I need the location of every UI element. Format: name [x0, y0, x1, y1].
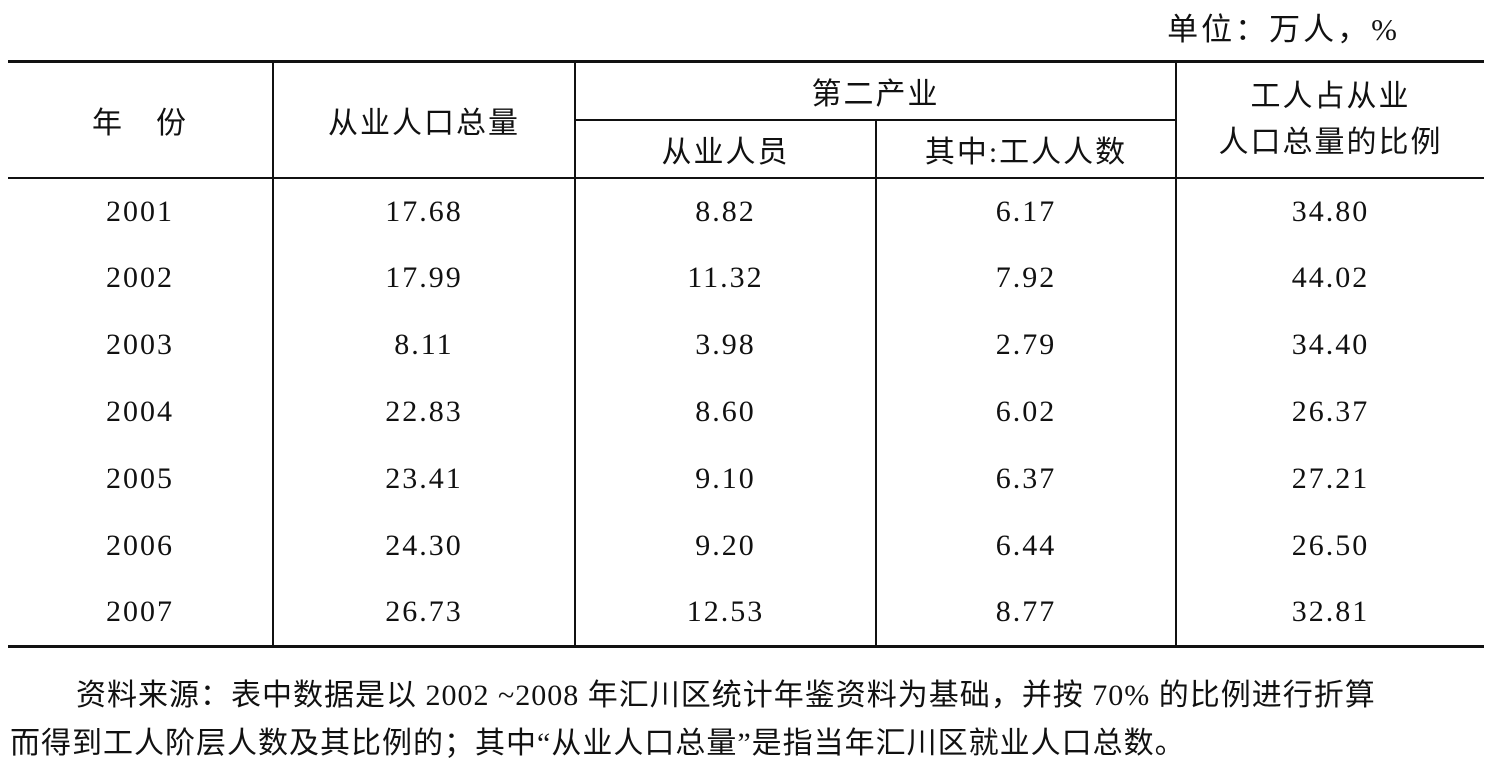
year-cell: 2002	[106, 261, 174, 294]
value-cell: 17.68	[272, 177, 575, 245]
table-row: 2006 24.30 9.20 6.44 26.50	[8, 512, 1484, 580]
value-cell: 34.40	[1175, 311, 1484, 379]
year-cell: 2005	[106, 462, 174, 495]
value-cell: 6.37	[875, 445, 1176, 513]
table-body: 2001 17.68 8.82 6.17 34.80 2002 17.99 11.32 7.92…	[8, 177, 1484, 647]
header-line: 人口总量的比例	[1218, 125, 1443, 159]
value-cell: 2.79	[875, 311, 1176, 379]
value-cell: 8.77	[875, 579, 1176, 647]
value-cell: 12.53	[574, 579, 876, 647]
value-cell: 9.20	[574, 512, 876, 580]
year-cell: 2001	[106, 194, 174, 228]
value-cell: 8.60	[574, 378, 876, 446]
header-cell: 工人占从业 人口总量的比例	[1175, 61, 1484, 179]
table-row: 2003 8.11 3.98 2.79 34.40	[8, 311, 1484, 379]
value-cell: 7.92	[875, 244, 1176, 312]
value-cell: 24.30	[272, 512, 575, 580]
year-cell: 2004	[106, 395, 174, 428]
table-row: 2001 17.68 8.82 6.17 34.80	[8, 177, 1484, 245]
value-cell: 26.73	[272, 579, 575, 647]
value-cell: 27.21	[1175, 445, 1484, 513]
value-cell: 32.81	[1175, 579, 1484, 647]
header-cell: 其中:工人人数	[875, 119, 1176, 179]
note-line: 资料来源：表中数据是以 2002 ~2008 年汇川区统计年鉴资料为基础，并按 …	[76, 679, 1376, 712]
table-row: 2002 17.99 11.32 7.92 44.02	[8, 244, 1484, 312]
header-cell: 从业人口总量	[272, 61, 575, 179]
value-cell: 3.98	[574, 311, 876, 379]
year-cell: 2003	[106, 328, 174, 361]
value-cell: 9.10	[574, 445, 876, 513]
header-cell: 第二产业	[574, 61, 1176, 121]
header-cell: 从业人员	[574, 119, 876, 179]
value-cell: 8.11	[272, 311, 575, 379]
value-cell: 23.41	[272, 445, 575, 513]
table-row: 2004 22.83 8.60 6.02 26.37	[8, 378, 1484, 446]
value-cell: 44.02	[1175, 244, 1484, 312]
value-cell: 17.99	[272, 244, 575, 312]
year-cell: 2007	[106, 595, 174, 629]
header-line: 工人占从业	[1250, 79, 1411, 113]
data-table: 年 份 从业人口总量 第二产业 工人占从业 人口总量的比例 从业人员 其中:工人…	[8, 60, 1484, 648]
source-note: 资料来源：表中数据是以 2002 ~2008 年汇川区统计年鉴资料为基础，并按 …	[10, 672, 1376, 768]
value-cell: 11.32	[574, 244, 876, 312]
year-cell: 2006	[106, 529, 174, 562]
unit-label: 单位：万人，%	[1167, 12, 1400, 47]
value-cell: 22.83	[272, 378, 575, 446]
value-cell: 26.37	[1175, 378, 1484, 446]
value-cell: 6.17	[875, 177, 1176, 245]
table-row: 2007 26.73 12.53 8.77 32.81	[8, 579, 1484, 647]
value-cell: 8.82	[574, 177, 876, 245]
note-line: 而得到工人阶层人数及其比例的；其中“从业人口总量”是指当年汇川区就业人口总数。	[10, 727, 1186, 760]
header-cell: 年 份	[8, 61, 273, 179]
table-row: 2005 23.41 9.10 6.37 27.21	[8, 445, 1484, 513]
value-cell: 6.02	[875, 378, 1176, 446]
value-cell: 6.44	[875, 512, 1176, 580]
value-cell: 34.80	[1175, 177, 1484, 245]
value-cell: 26.50	[1175, 512, 1484, 580]
